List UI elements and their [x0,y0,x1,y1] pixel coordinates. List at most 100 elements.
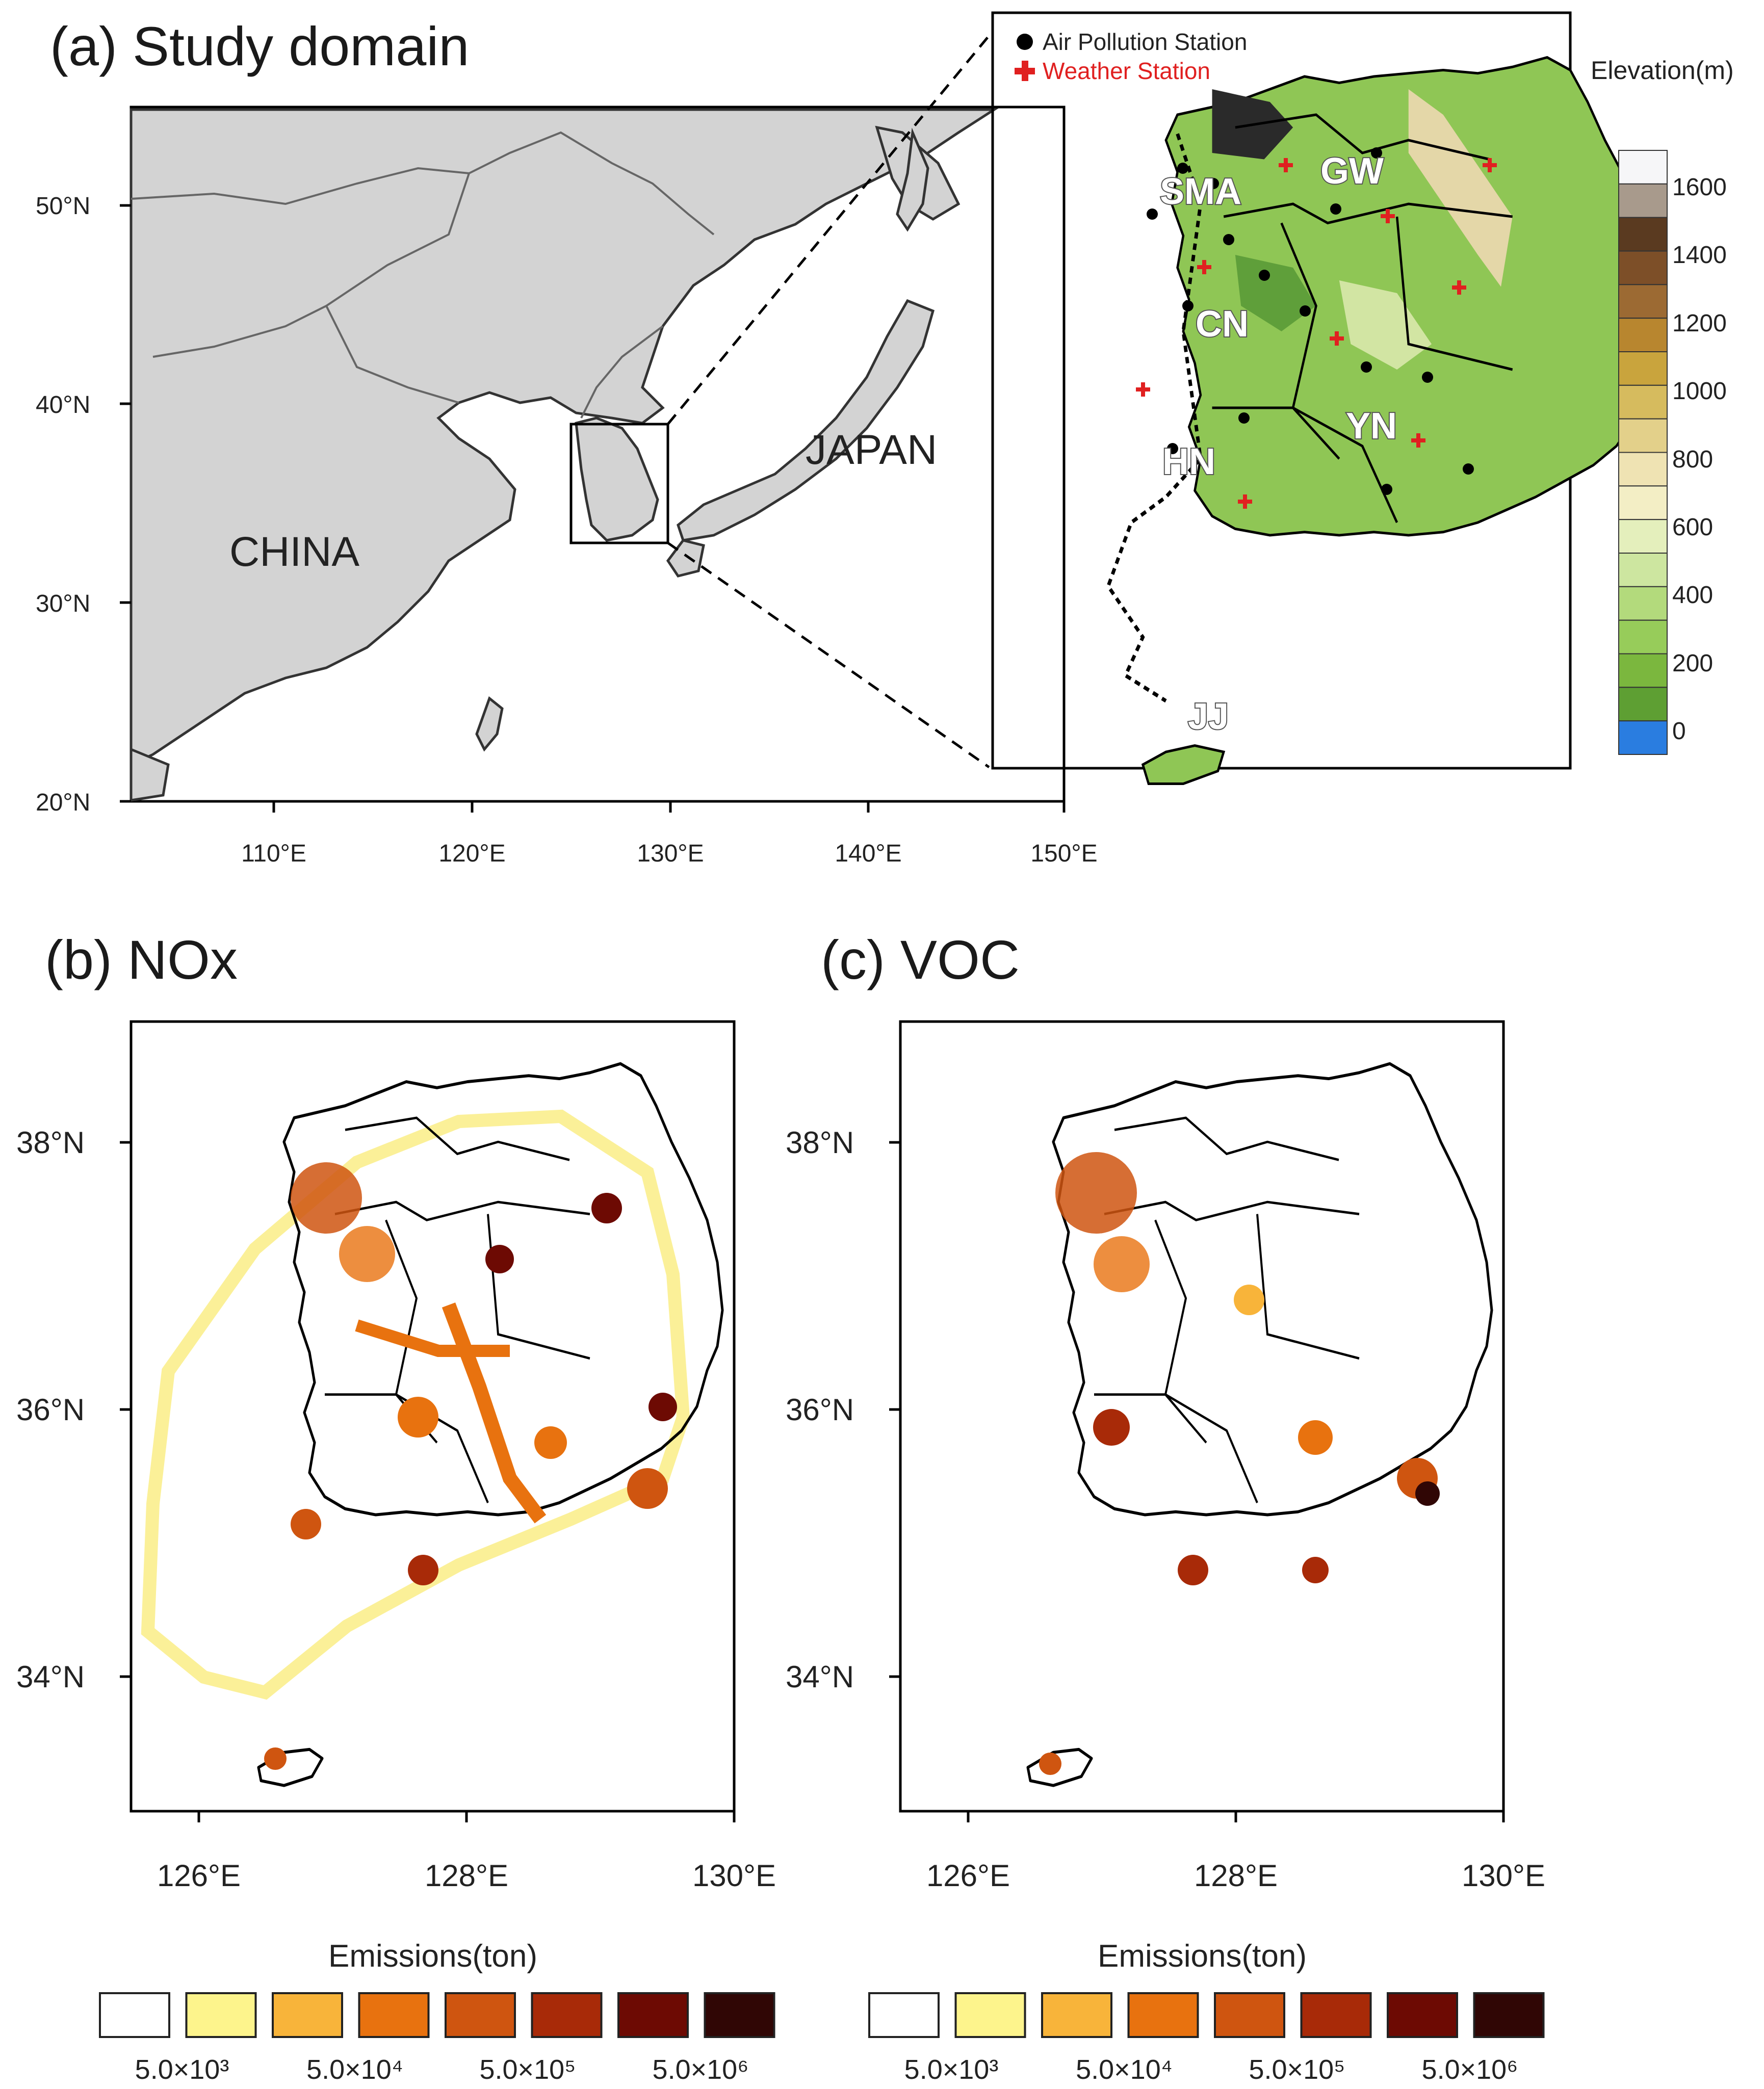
emission-legend-swatch [1214,1992,1285,2038]
region-label-jj: JJ [1188,696,1229,737]
elevation-swatch [1618,553,1668,587]
emission-legend-swatch [531,1992,603,2038]
asia-landmass [129,108,999,767]
nox-hotspots [264,1162,677,1770]
weather-station-legend-label: Weather Station [1043,58,1210,84]
panel-c-title: (c) VOC [821,929,1020,990]
emission-legend-swatch [1387,1992,1458,2038]
nox-legend-swatches [99,1992,775,2038]
voc-map-frame [899,1020,1505,1813]
emission-legend-swatch [1473,1992,1545,2038]
elevation-swatch [1618,418,1668,453]
voc-legend-swatches [868,1992,1545,2038]
voc-lat-tick: 34°N [786,1660,854,1694]
voc-legend-label: 5.0×10⁶ [1422,2054,1518,2085]
panel-b [129,1020,736,1813]
nox-legend-title: Emissions(ton) [328,1939,537,1974]
elevation-tick: 1600 [1672,174,1727,201]
lon-tick-label: 110°E [241,840,306,867]
voc-legend-title: Emissions(ton) [1098,1939,1307,1974]
lat-tick-label: 20°N [36,789,90,816]
region-label-gw: GW [1320,151,1384,192]
emission-legend-swatch [185,1992,257,2038]
elevation-tick: 1200 [1672,310,1727,337]
nox-legend-label: 5.0×10³ [135,2054,229,2085]
elevation-swatch [1618,150,1668,185]
voc-lon-tick: 130°E [1462,1859,1545,1893]
elevation-swatch [1618,653,1668,688]
voc-lon-tick: 128°E [1194,1859,1278,1893]
lon-tick-label: 150°E [1030,840,1097,867]
country-label-china: CHINA [229,529,359,575]
elevation-tick: 800 [1672,446,1713,473]
voc-lat-tick: 36°N [786,1393,854,1427]
korean-peninsula [575,416,659,542]
country-borders [131,131,715,419]
nox-map-frame [129,1020,736,1813]
nox-legend-label: 5.0×10⁶ [653,2054,749,2085]
emission-legend-swatch [1300,1992,1372,2038]
region-label-cn: CN [1196,304,1249,345]
weather-station-legend-marker [1015,61,1035,81]
elevation-tick: 1400 [1672,242,1727,269]
hainan-island [129,747,170,802]
emission-legend-swatch [272,1992,343,2038]
korea-inset-box [569,423,669,544]
lat-tick-label: 30°N [36,590,90,617]
elevation-tick: 1000 [1672,378,1727,405]
air-pollution-legend-marker [1017,34,1033,50]
elevation-swatch [1618,619,1668,655]
elevation-swatch [1618,452,1668,487]
emission-legend-swatch [868,1992,940,2038]
voc-hotspots [1039,1152,1440,1775]
panel-a: 50°N 40°N 30°N 20°N 110°E 120°E 130°E 14… [36,11,1734,867]
nox-lon-tick: 128°E [425,1859,508,1893]
emission-legend-swatch [954,1992,1026,2038]
japan-islands [666,125,961,578]
elevation-colorbar: Elevation(m) 1600 1400 1200 1000 800 600… [1591,56,1734,755]
panel-a-title: (a) Study domain [50,15,470,77]
elevation-swatch [1618,687,1668,722]
region-label-hn: HN [1162,441,1215,482]
elevation-swatch [1618,318,1668,353]
elevation-tick: 600 [1672,514,1713,541]
elevation-swatch [1618,519,1668,554]
lat-tick-label: 50°N [36,193,90,220]
elevation-tick: 200 [1672,650,1713,677]
emission-legend-swatch [617,1992,689,2038]
voc-legend-label: 5.0×10³ [904,2054,999,2085]
station-markers [1136,147,1497,509]
sakhalin-island [896,127,929,232]
elevation-swatch [1618,485,1668,520]
panel-c [899,1020,1505,1813]
elevation-tick: 400 [1672,582,1713,609]
lon-tick-label: 120°E [438,840,505,867]
elevation-swatch [1618,384,1668,420]
lat-axis-a [120,204,131,803]
nox-lat-tick: 38°N [16,1126,85,1160]
korea-elevation-inset: SMA GW CN YN HN JJ Air Pollution Station… [991,11,1663,785]
emission-legend-swatch [445,1992,516,2038]
country-label-japan: JAPAN [806,427,937,473]
nox-lon-tick: 130°E [692,1859,776,1893]
region-label-sma: SMA [1160,171,1241,212]
emission-legend-swatch [704,1992,775,2038]
taiwan-island [475,696,504,752]
voc-lon-tick: 126°E [926,1859,1010,1893]
emission-axes [120,1141,1505,1822]
zoom-line-top [667,35,990,425]
emission-legend-swatch [1041,1992,1112,2038]
panel-b-title: (b) NOx [45,929,238,990]
emission-legend-swatch [358,1992,430,2038]
elevation-swatch [1618,284,1668,319]
region-label-yn: YN [1346,406,1397,447]
elevation-colorbar-title: Elevation(m) [1591,56,1734,85]
elevation-swatch [1618,351,1668,386]
nox-lat-tick: 34°N [16,1660,85,1694]
elevation-swatch [1618,217,1668,252]
nox-legend-label: 5.0×10⁴ [306,2054,403,2085]
voc-lat-tick: 38°N [786,1126,854,1160]
elevation-tick: 0 [1672,718,1686,745]
nox-lat-tick: 36°N [16,1393,85,1427]
